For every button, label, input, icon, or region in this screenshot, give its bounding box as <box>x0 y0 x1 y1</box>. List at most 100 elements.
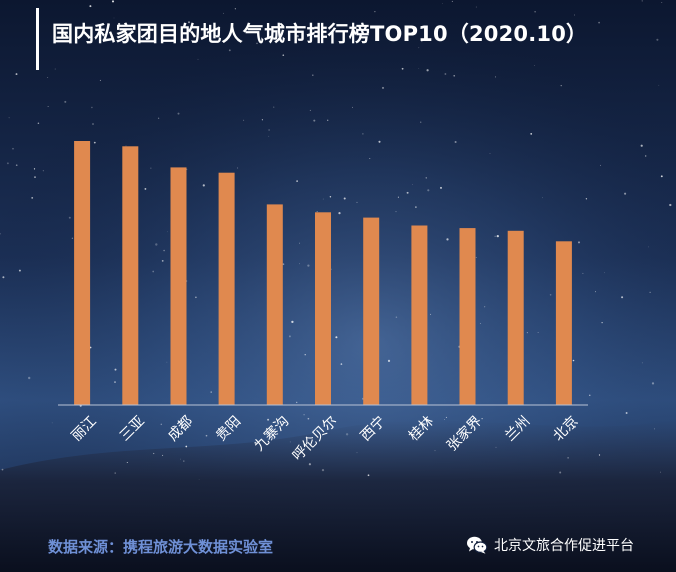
wechat-icon <box>467 536 488 554</box>
star <box>582 272 584 274</box>
star <box>125 145 127 147</box>
star <box>641 0 643 2</box>
star <box>114 472 116 474</box>
star <box>162 454 164 456</box>
star <box>254 441 257 444</box>
star <box>589 394 591 396</box>
star <box>356 452 358 454</box>
star <box>307 417 310 420</box>
star <box>451 0 453 2</box>
star <box>166 361 168 363</box>
star <box>427 189 430 192</box>
star <box>659 471 662 473</box>
star <box>585 198 588 200</box>
star <box>573 425 576 428</box>
star <box>412 184 413 185</box>
brand-label: 北京文旅合作促进平台 <box>466 534 634 556</box>
star <box>307 264 310 267</box>
bar <box>459 228 476 405</box>
star <box>604 272 605 274</box>
star <box>645 155 647 157</box>
star <box>481 417 483 420</box>
star <box>188 21 190 24</box>
star <box>235 421 238 424</box>
data-source-label: 数据来源：携程旅游大数据实验室 <box>48 538 274 556</box>
bar <box>507 230 524 405</box>
star <box>658 84 660 86</box>
star <box>559 471 562 474</box>
star <box>282 54 285 57</box>
star <box>530 133 533 135</box>
star <box>661 2 663 3</box>
star <box>309 109 311 111</box>
star <box>197 58 199 60</box>
star <box>381 86 385 89</box>
bar <box>170 167 187 405</box>
star <box>489 153 491 154</box>
star <box>8 117 10 119</box>
star <box>179 458 181 460</box>
star <box>303 414 305 416</box>
bar <box>315 212 331 405</box>
star <box>537 332 539 333</box>
star <box>331 268 332 270</box>
star <box>415 206 417 208</box>
star <box>243 119 245 121</box>
star <box>526 332 528 334</box>
star <box>15 164 18 167</box>
star <box>288 335 291 338</box>
brand-name: 北京文旅合作促进平台 <box>494 538 634 554</box>
star <box>113 17 115 19</box>
star <box>114 368 117 371</box>
star <box>475 257 477 258</box>
x-tick-label: 桂林 <box>406 413 437 444</box>
star <box>290 31 291 33</box>
star <box>494 235 496 237</box>
star <box>542 197 543 199</box>
star <box>496 234 499 238</box>
star <box>210 391 212 393</box>
star <box>574 14 575 16</box>
star <box>421 40 423 43</box>
star <box>442 3 443 5</box>
star <box>161 259 164 262</box>
star <box>99 79 101 81</box>
star <box>33 168 36 170</box>
star <box>183 460 185 462</box>
star <box>273 106 275 108</box>
star <box>669 203 672 207</box>
star <box>534 11 536 13</box>
chart-title: 国内私家团目的地人气城市排行榜TOP10（2020.10） <box>52 22 588 46</box>
star <box>2 276 5 279</box>
star <box>223 12 224 14</box>
star <box>150 167 152 169</box>
title-accent-bar <box>36 8 39 70</box>
star <box>202 184 205 187</box>
star <box>567 457 569 459</box>
star <box>343 197 346 200</box>
star <box>295 401 298 404</box>
x-tick-label: 九寨沟 <box>251 413 293 455</box>
star <box>595 291 596 293</box>
star <box>15 73 18 76</box>
star <box>648 246 649 248</box>
star <box>624 192 627 195</box>
star <box>71 237 74 239</box>
bar <box>74 141 91 405</box>
star <box>656 38 659 41</box>
star <box>299 263 300 265</box>
x-tick-label: 西宁 <box>357 413 389 445</box>
star <box>352 106 353 108</box>
star <box>157 117 160 119</box>
star <box>572 359 575 362</box>
star <box>18 269 21 272</box>
star <box>51 422 53 424</box>
star <box>454 140 457 144</box>
star <box>185 445 188 448</box>
star <box>625 412 628 414</box>
x-tick-label: 兰州 <box>502 413 533 444</box>
star <box>237 167 239 169</box>
star <box>267 418 270 421</box>
bar <box>218 172 235 405</box>
star <box>335 336 338 339</box>
